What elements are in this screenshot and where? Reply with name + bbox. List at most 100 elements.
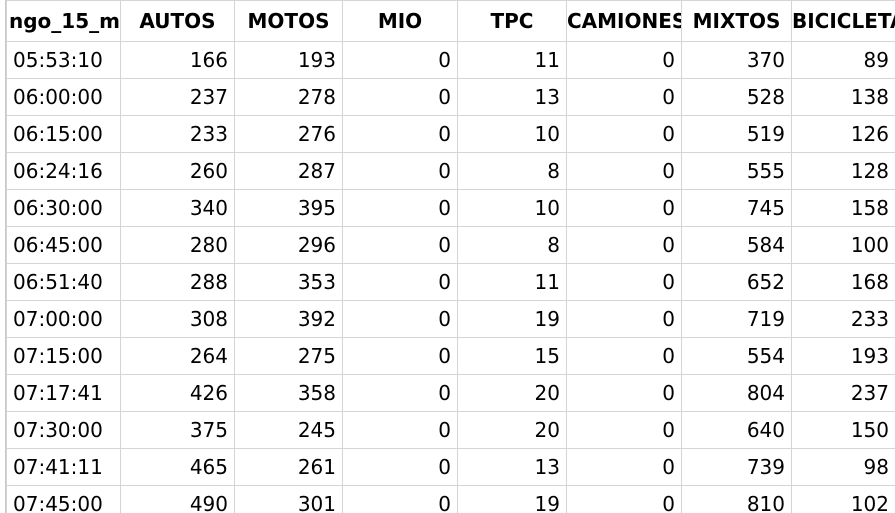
cell-time[interactable]: 06:24:16 <box>6 152 121 190</box>
cell-mio[interactable]: 0 <box>342 115 458 153</box>
cell-motos[interactable]: 278 <box>234 78 343 116</box>
cell-bicicletas[interactable]: 100 <box>791 226 895 264</box>
header-cell-time-range[interactable]: ngo_15_m <box>6 0 121 42</box>
cell-time[interactable]: 06:00:00 <box>6 78 121 116</box>
cell-bicicletas[interactable]: 89 <box>791 41 895 79</box>
cell-bicicletas[interactable]: 193 <box>791 337 895 375</box>
cell-tpc[interactable]: 13 <box>457 448 567 486</box>
cell-motos[interactable]: 353 <box>234 263 343 301</box>
cell-time[interactable]: 06:51:40 <box>6 263 121 301</box>
cell-camiones[interactable]: 0 <box>566 41 682 79</box>
cell-mixtos[interactable]: 519 <box>681 115 792 153</box>
cell-mixtos[interactable]: 640 <box>681 411 792 449</box>
cell-mixtos[interactable]: 528 <box>681 78 792 116</box>
cell-camiones[interactable]: 0 <box>566 78 682 116</box>
cell-autos[interactable]: 237 <box>120 78 235 116</box>
cell-autos[interactable]: 280 <box>120 226 235 264</box>
cell-mio[interactable]: 0 <box>342 448 458 486</box>
cell-time[interactable]: 06:15:00 <box>6 115 121 153</box>
cell-bicicletas[interactable]: 168 <box>791 263 895 301</box>
cell-mio[interactable]: 0 <box>342 41 458 79</box>
cell-mio[interactable]: 0 <box>342 263 458 301</box>
cell-time[interactable]: 07:30:00 <box>6 411 121 449</box>
cell-mixtos[interactable]: 554 <box>681 337 792 375</box>
cell-autos[interactable]: 264 <box>120 337 235 375</box>
cell-tpc[interactable]: 15 <box>457 337 567 375</box>
cell-tpc[interactable]: 10 <box>457 115 567 153</box>
cell-autos[interactable]: 288 <box>120 263 235 301</box>
cell-camiones[interactable]: 0 <box>566 263 682 301</box>
cell-time[interactable]: 07:45:00 <box>6 485 121 513</box>
cell-mixtos[interactable]: 652 <box>681 263 792 301</box>
cell-bicicletas[interactable]: 158 <box>791 189 895 227</box>
cell-autos[interactable]: 375 <box>120 411 235 449</box>
cell-camiones[interactable]: 0 <box>566 411 682 449</box>
cell-tpc[interactable]: 10 <box>457 189 567 227</box>
cell-mixtos[interactable]: 555 <box>681 152 792 190</box>
header-cell-mixtos[interactable]: MIXTOS <box>681 0 792 42</box>
cell-bicicletas[interactable]: 150 <box>791 411 895 449</box>
cell-camiones[interactable]: 0 <box>566 374 682 412</box>
cell-mio[interactable]: 0 <box>342 78 458 116</box>
cell-bicicletas[interactable]: 233 <box>791 300 895 338</box>
cell-motos[interactable]: 358 <box>234 374 343 412</box>
header-cell-autos[interactable]: AUTOS <box>120 0 235 42</box>
cell-time[interactable]: 06:30:00 <box>6 189 121 227</box>
cell-time[interactable]: 07:41:11 <box>6 448 121 486</box>
cell-time[interactable]: 07:00:00 <box>6 300 121 338</box>
cell-mixtos[interactable]: 584 <box>681 226 792 264</box>
cell-motos[interactable]: 261 <box>234 448 343 486</box>
cell-motos[interactable]: 193 <box>234 41 343 79</box>
header-cell-bicicletas[interactable]: BICICLETAS <box>791 0 895 42</box>
cell-tpc[interactable]: 20 <box>457 374 567 412</box>
cell-camiones[interactable]: 0 <box>566 115 682 153</box>
header-cell-tpc[interactable]: TPC <box>457 0 567 42</box>
cell-autos[interactable]: 426 <box>120 374 235 412</box>
header-cell-camiones[interactable]: CAMIONES <box>566 0 682 42</box>
cell-autos[interactable]: 490 <box>120 485 235 513</box>
cell-tpc[interactable]: 20 <box>457 411 567 449</box>
cell-camiones[interactable]: 0 <box>566 300 682 338</box>
cell-autos[interactable]: 340 <box>120 189 235 227</box>
cell-camiones[interactable]: 0 <box>566 189 682 227</box>
cell-mio[interactable]: 0 <box>342 300 458 338</box>
cell-autos[interactable]: 308 <box>120 300 235 338</box>
cell-mixtos[interactable]: 745 <box>681 189 792 227</box>
cell-tpc[interactable]: 8 <box>457 226 567 264</box>
cell-tpc[interactable]: 13 <box>457 78 567 116</box>
cell-tpc[interactable]: 19 <box>457 485 567 513</box>
cell-mio[interactable]: 0 <box>342 337 458 375</box>
cell-bicicletas[interactable]: 128 <box>791 152 895 190</box>
cell-mixtos[interactable]: 739 <box>681 448 792 486</box>
cell-time[interactable]: 07:15:00 <box>6 337 121 375</box>
cell-motos[interactable]: 392 <box>234 300 343 338</box>
cell-bicicletas[interactable]: 98 <box>791 448 895 486</box>
cell-autos[interactable]: 166 <box>120 41 235 79</box>
cell-motos[interactable]: 276 <box>234 115 343 153</box>
cell-camiones[interactable]: 0 <box>566 152 682 190</box>
cell-motos[interactable]: 245 <box>234 411 343 449</box>
cell-mio[interactable]: 0 <box>342 374 458 412</box>
cell-camiones[interactable]: 0 <box>566 226 682 264</box>
cell-camiones[interactable]: 0 <box>566 448 682 486</box>
cell-mixtos[interactable]: 370 <box>681 41 792 79</box>
cell-mio[interactable]: 0 <box>342 411 458 449</box>
cell-tpc[interactable]: 8 <box>457 152 567 190</box>
cell-bicicletas[interactable]: 102 <box>791 485 895 513</box>
cell-mio[interactable]: 0 <box>342 485 458 513</box>
cell-mixtos[interactable]: 804 <box>681 374 792 412</box>
cell-camiones[interactable]: 0 <box>566 485 682 513</box>
cell-tpc[interactable]: 19 <box>457 300 567 338</box>
cell-mio[interactable]: 0 <box>342 189 458 227</box>
cell-bicicletas[interactable]: 237 <box>791 374 895 412</box>
cell-motos[interactable]: 287 <box>234 152 343 190</box>
cell-mixtos[interactable]: 810 <box>681 485 792 513</box>
cell-mio[interactable]: 0 <box>342 152 458 190</box>
cell-motos[interactable]: 301 <box>234 485 343 513</box>
cell-bicicletas[interactable]: 138 <box>791 78 895 116</box>
cell-autos[interactable]: 260 <box>120 152 235 190</box>
cell-bicicletas[interactable]: 126 <box>791 115 895 153</box>
cell-motos[interactable]: 395 <box>234 189 343 227</box>
cell-time[interactable]: 06:45:00 <box>6 226 121 264</box>
cell-tpc[interactable]: 11 <box>457 263 567 301</box>
